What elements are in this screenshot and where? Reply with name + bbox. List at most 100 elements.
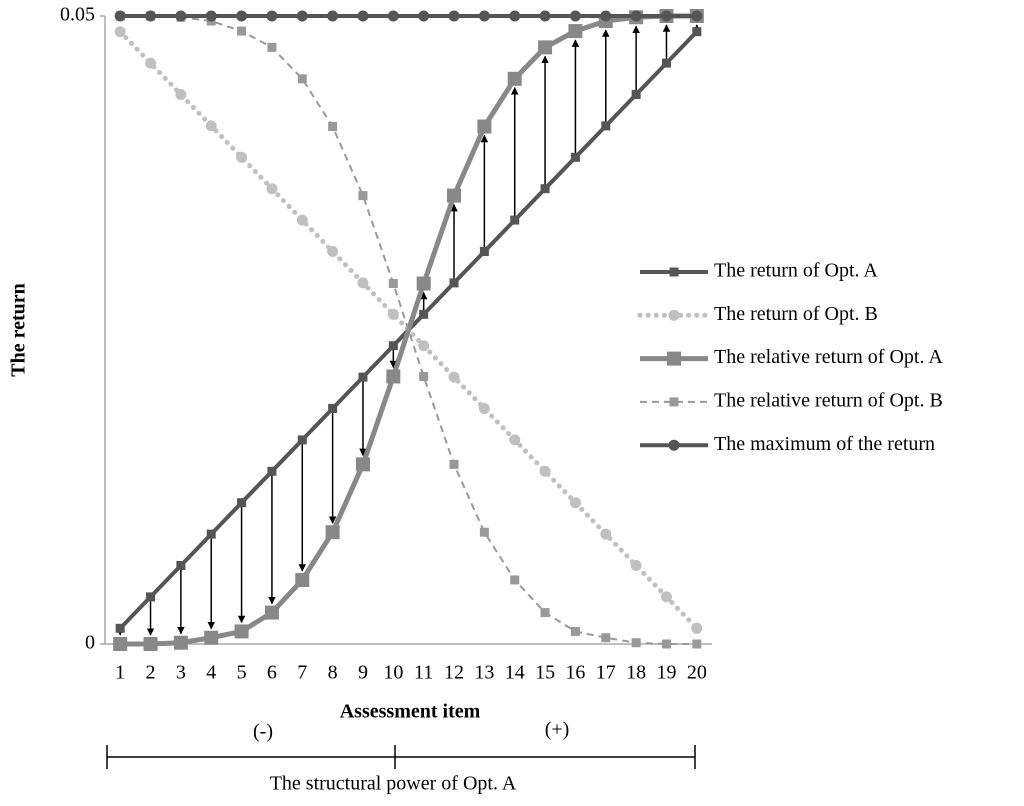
legend-label: The return of Opt. A	[714, 260, 878, 282]
x-axis-label: Assessment item	[340, 701, 481, 723]
point	[236, 151, 248, 163]
point	[477, 119, 492, 134]
point	[510, 215, 520, 225]
annotation: (+)	[545, 719, 570, 741]
point	[538, 40, 553, 55]
x-tick-label: 3	[176, 662, 186, 684]
point	[267, 466, 277, 476]
x-tick-label: 10	[383, 662, 403, 684]
point	[601, 121, 611, 131]
point	[449, 278, 459, 288]
point	[509, 434, 521, 446]
point	[540, 184, 550, 194]
point	[175, 10, 187, 22]
point	[355, 457, 370, 472]
point	[206, 529, 216, 539]
x-tick-label: 8	[328, 662, 338, 684]
point	[418, 10, 430, 22]
point	[387, 10, 399, 22]
point	[479, 247, 489, 256]
x-tick-label: 4	[206, 662, 216, 684]
x-tick-label: 7	[297, 662, 307, 684]
point	[267, 42, 277, 52]
x-tick-label: 15	[535, 662, 555, 684]
point	[447, 188, 462, 203]
point	[448, 371, 460, 383]
point	[297, 74, 307, 84]
legend-label: The maximum of the return	[714, 433, 935, 455]
legend-marker	[668, 309, 680, 321]
point	[478, 10, 490, 22]
annotation: The structural power of Opt. A	[270, 773, 517, 795]
point	[692, 27, 702, 37]
legend-marker	[669, 397, 679, 407]
bracket	[106, 745, 696, 769]
point	[237, 498, 247, 508]
point	[418, 340, 430, 352]
point	[145, 10, 157, 22]
point	[570, 626, 580, 636]
legend-label: The relative return of Opt. B	[714, 389, 943, 411]
point	[630, 560, 642, 571]
x-tick-label: 20	[687, 662, 707, 684]
x-tick-label: 12	[444, 662, 464, 684]
y-axis-label: The return	[8, 283, 30, 377]
point	[205, 10, 217, 22]
point	[419, 371, 429, 381]
point	[114, 10, 126, 22]
point	[568, 24, 583, 39]
x-tick-label: 6	[267, 662, 277, 684]
series-line	[120, 13, 697, 647]
point	[327, 246, 339, 257]
point	[146, 592, 156, 602]
point	[660, 591, 672, 603]
point	[236, 10, 248, 22]
point	[296, 10, 308, 22]
x-tick-label: 1	[115, 662, 125, 684]
point	[388, 341, 398, 351]
point	[449, 459, 459, 469]
point	[145, 57, 157, 69]
point	[234, 624, 249, 639]
point	[510, 575, 520, 585]
point	[416, 276, 431, 291]
x-tick-label: 16	[565, 662, 585, 684]
point	[479, 527, 489, 537]
point	[113, 637, 128, 651]
point	[419, 309, 429, 319]
point	[328, 404, 338, 413]
legend-marker	[667, 351, 681, 366]
point	[478, 403, 490, 414]
point	[266, 10, 278, 22]
point	[570, 152, 580, 162]
point	[386, 369, 401, 384]
point	[358, 372, 368, 382]
point	[327, 10, 339, 22]
point	[692, 639, 702, 649]
point	[691, 622, 703, 634]
point	[205, 120, 217, 132]
y-tick-label: 0.05	[60, 4, 95, 26]
point	[631, 90, 641, 99]
point	[660, 10, 672, 22]
point	[204, 630, 219, 645]
point	[266, 183, 278, 195]
x-tick-label: 5	[237, 662, 247, 684]
legend-marker	[668, 439, 680, 451]
series-line	[120, 15, 697, 645]
annotation: (-)	[253, 721, 273, 743]
point	[297, 435, 307, 445]
point	[237, 26, 247, 36]
point	[115, 623, 125, 633]
x-tick-label: 17	[596, 662, 616, 684]
point	[388, 279, 398, 289]
point	[295, 572, 310, 587]
point	[328, 122, 338, 132]
point	[600, 10, 612, 22]
point	[264, 605, 279, 620]
point	[601, 633, 611, 643]
point	[569, 10, 581, 22]
legend-label: The relative return of Opt. A	[714, 346, 943, 368]
legend-label: The return of Opt. B	[714, 303, 878, 325]
